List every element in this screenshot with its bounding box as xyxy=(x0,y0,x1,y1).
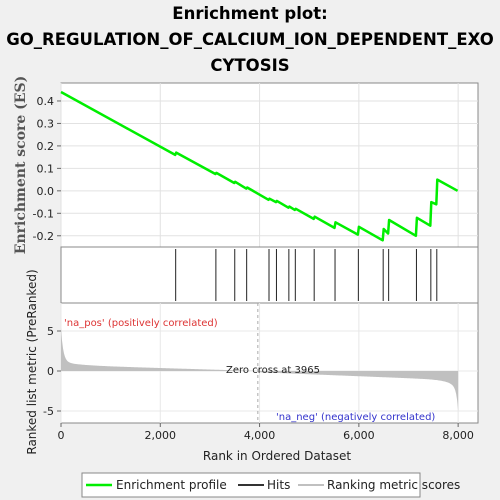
x-tick-label: 0 xyxy=(58,429,65,442)
es-gridlines xyxy=(60,83,478,247)
x-axis-ticks: 0 2,000 4,000 6,000 8,000 xyxy=(58,423,474,442)
rank-y-axis-label: Ranked list metric (PreRanked) xyxy=(25,269,39,454)
zero-cross-label: Zero cross at 3965 xyxy=(226,365,320,376)
es-tick-label: 0.4 xyxy=(37,95,55,108)
es-tick-label: 0.2 xyxy=(37,140,55,153)
legend: Enrichment profile Hits Ranking metric s… xyxy=(81,472,460,498)
rank-y-ticks: 5 0 -5 xyxy=(43,325,61,418)
legend-label-hits: Hits xyxy=(267,478,290,492)
plot-title-line-1: Enrichment plot: xyxy=(172,4,327,23)
es-y-ticks: 0.4 0.3 0.2 0.1 0.0 -0.1 -0.2 xyxy=(33,95,61,243)
x-tick-label: 8,000 xyxy=(442,429,474,442)
es-tick-label: 0.0 xyxy=(37,185,55,198)
x-tick-label: 2,000 xyxy=(145,429,177,442)
rank-tick-label: 5 xyxy=(47,325,54,338)
plot-title-line-2: GO_REGULATION_OF_CALCIUM_ION_DEPENDENT_E… xyxy=(6,30,494,49)
x-tick-label: 4,000 xyxy=(244,429,276,442)
es-tick-label: 0.1 xyxy=(37,162,55,175)
ranking-metric-area xyxy=(61,328,459,411)
es-y-axis-label: Enrichment score (ES) xyxy=(13,76,29,254)
x-tick-label: 6,000 xyxy=(343,429,375,442)
rank-tick-label: -5 xyxy=(43,405,54,418)
enrichment-profile-line xyxy=(60,90,459,242)
x-axis-label: Rank in Ordered Dataset xyxy=(203,449,351,463)
rank-tick-label: 0 xyxy=(47,365,54,378)
es-panel xyxy=(60,82,479,248)
positive-correlation-label: 'na_pos' (positively correlated) xyxy=(64,318,218,329)
rank-panel xyxy=(60,302,479,424)
negative-correlation-label: 'na_neg' (negatively correlated) xyxy=(276,412,435,423)
hit-markers xyxy=(175,249,438,301)
plot-title-line-3: CYTOSIS xyxy=(210,56,289,75)
legend-label-ranking-metric: Ranking metric scores xyxy=(327,478,460,492)
es-tick-label: -0.2 xyxy=(33,230,54,243)
legend-label-enrichment-profile: Enrichment profile xyxy=(116,478,227,492)
es-tick-label: -0.1 xyxy=(33,207,54,220)
es-tick-label: 0.3 xyxy=(37,117,55,130)
